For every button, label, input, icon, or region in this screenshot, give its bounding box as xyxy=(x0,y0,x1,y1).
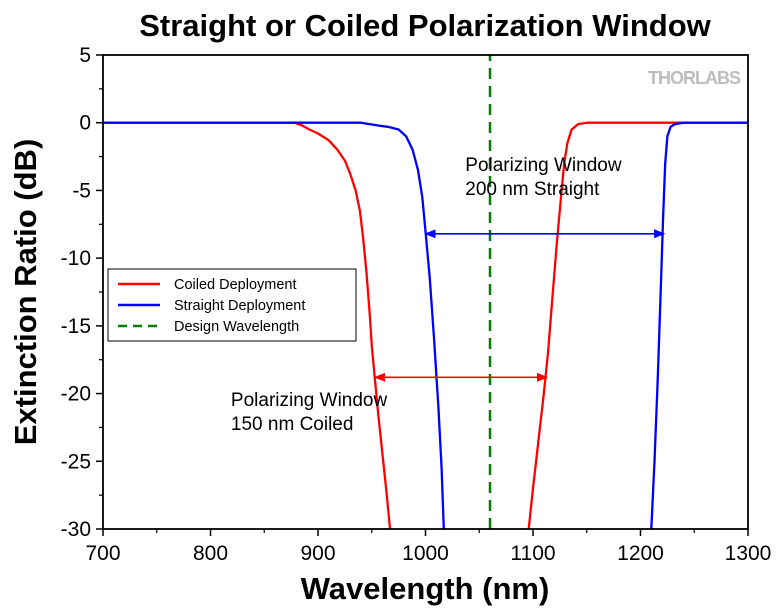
x-tick-label-6: 1300 xyxy=(725,542,772,565)
series-layer xyxy=(103,55,748,530)
tick-layer: 700 800 900 1000 1100 1200 1300 5 0 -5 -10 -15 -20 -2… xyxy=(61,44,772,565)
annotation-layer: Polarizing Window 200 nm Straight Polarizi… xyxy=(231,155,666,435)
y-tick-label-4: -15 xyxy=(61,315,91,338)
annotation-text-1-0: Polarizing Window xyxy=(231,390,388,411)
thorlabs-logo: THORLABS xyxy=(648,68,741,88)
y-tick-label-3: -10 xyxy=(61,247,91,270)
annotation-text-0-1: 200 nm Straight xyxy=(465,179,600,200)
y-tick-label-7: -30 xyxy=(61,518,91,541)
x-tick-label-4: 1100 xyxy=(510,542,555,565)
y-tick-label-6: -25 xyxy=(61,450,91,473)
x-tick-label-0: 700 xyxy=(85,542,120,565)
legend: Coiled Deployment Straight Deployment De… xyxy=(107,268,357,342)
y-tick-label-0: 5 xyxy=(79,44,91,67)
y-axis-title: Extinction Ratio (dB) xyxy=(8,139,43,446)
legend-label-straight: Straight Deployment xyxy=(174,298,305,314)
x-tick-label-3: 1000 xyxy=(402,542,449,565)
y-tick-label-2: -5 xyxy=(72,179,91,202)
x-axis-title: Wavelength (nm) xyxy=(301,571,550,606)
x-tick-label-1: 800 xyxy=(193,542,228,565)
legend-label-design: Design Wavelength xyxy=(174,319,299,335)
y-tick-label-1: 0 xyxy=(79,112,91,135)
x-tick-label-5: 1200 xyxy=(617,542,664,565)
chart-title: Straight or Coiled Polarization Window xyxy=(139,8,711,43)
legend-label-coiled: Coiled Deployment xyxy=(174,277,297,293)
series-line-1 xyxy=(103,121,748,530)
x-tick-label-2: 900 xyxy=(300,542,335,565)
series-line-0 xyxy=(103,121,748,530)
annotation-text-1-1: 150 nm Coiled xyxy=(231,414,354,435)
annotation-text-0-0: Polarizing Window xyxy=(465,155,622,176)
y-tick-label-5: -20 xyxy=(61,383,91,406)
